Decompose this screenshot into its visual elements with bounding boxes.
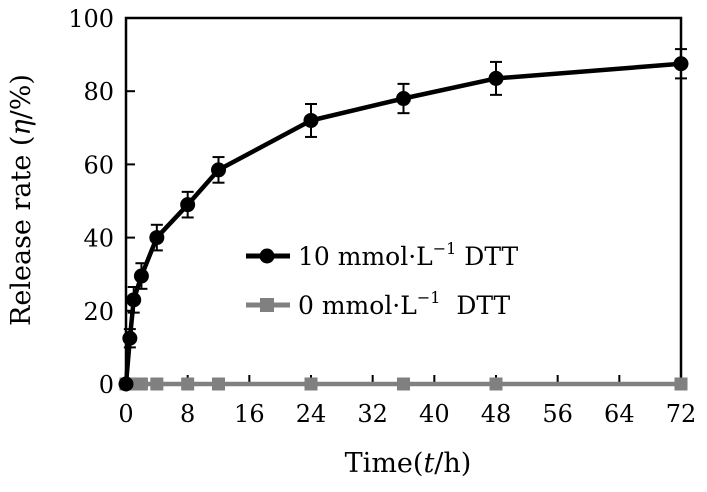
data-point-10mm (126, 292, 142, 308)
y-tick-label: 100 (68, 5, 114, 33)
data-point-10mm (180, 197, 196, 213)
legend-entry-10mm: 10 mmol·L−1 DTT (246, 239, 518, 271)
data-point-10mm (122, 330, 138, 346)
data-point-10mm (211, 162, 226, 178)
x-tick-label: 0 (118, 400, 133, 428)
data-point-0mm (304, 377, 318, 391)
y-tick-label: 0 (99, 371, 114, 399)
y-tick-label: 40 (83, 225, 114, 253)
data-point-10mm (149, 230, 165, 246)
data-point-10mm (303, 112, 319, 128)
data-point-10mm (396, 91, 411, 107)
plot-frame (124, 16, 683, 386)
data-point-0mm (134, 377, 148, 391)
x-tick-label: 72 (666, 400, 697, 428)
x-tick-label: 40 (419, 400, 450, 428)
x-tick-label: 16 (234, 400, 265, 428)
data-point-10mm (118, 376, 134, 392)
data-point-10mm (488, 70, 504, 86)
legend-entry-0mm: 0 mmol·L−1 DTT (246, 288, 511, 320)
legend-marker-0mm (260, 298, 274, 312)
y-tick-label: 80 (83, 78, 114, 106)
x-tick-label: 48 (481, 400, 512, 428)
series-layer (118, 48, 689, 392)
x-tick-label: 8 (180, 400, 195, 428)
data-point-0mm (674, 377, 688, 391)
data-point-10mm (133, 268, 149, 284)
data-point-0mm (212, 377, 225, 391)
x-tick-label: 56 (542, 400, 573, 428)
x-tick-label: 24 (296, 400, 327, 428)
y-tick-label: 60 (83, 151, 114, 179)
data-point-0mm (181, 377, 195, 391)
data-point-0mm (397, 377, 410, 391)
x-tick-label: 64 (604, 400, 635, 428)
y-tick-label: 20 (83, 298, 114, 326)
legend-marker-10mm (259, 248, 275, 264)
x-tick-label: 32 (357, 400, 388, 428)
axis-ticks: 0 8 16 24 32 40 48 56 64 72 0 20 40 60 80 100 (68, 5, 696, 428)
data-point-0mm (489, 377, 503, 391)
data-point-0mm (150, 377, 164, 391)
y-axis-title: Release rate (η/%) (6, 74, 37, 326)
legend-label-10mm: 10 mmol·L−1 DTT (298, 239, 518, 271)
data-point-10mm (673, 56, 689, 72)
legend-label-0mm: 0 mmol·L−1 DTT (298, 288, 511, 320)
legend: 10 mmol·L−1 DTT 0 mmol·L−1 DTT (246, 239, 518, 320)
x-axis-title: Time(t/h) (345, 448, 472, 479)
